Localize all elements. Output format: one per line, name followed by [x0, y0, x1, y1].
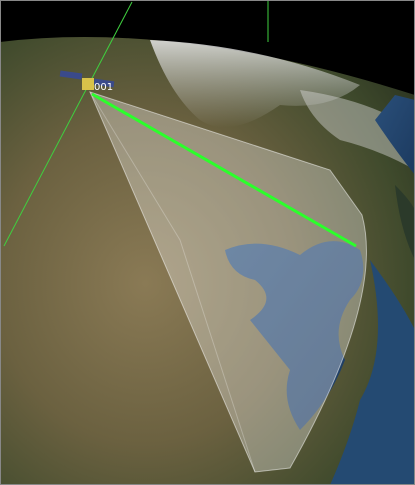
satellite	[59, 70, 115, 90]
sensor-cone	[89, 91, 367, 473]
sea	[375, 95, 415, 175]
mountains	[150, 40, 360, 128]
land-patch	[395, 185, 415, 260]
sea	[225, 241, 364, 430]
mountains	[300, 90, 415, 170]
solar-panel	[93, 78, 115, 88]
satellite-label: 001	[94, 82, 113, 93]
access-link	[91, 92, 357, 248]
cone-edge	[89, 91, 256, 473]
orbit-line	[3, 1, 133, 247]
solar-panel	[59, 70, 83, 80]
sea	[330, 260, 415, 485]
satellite-body	[82, 78, 94, 90]
